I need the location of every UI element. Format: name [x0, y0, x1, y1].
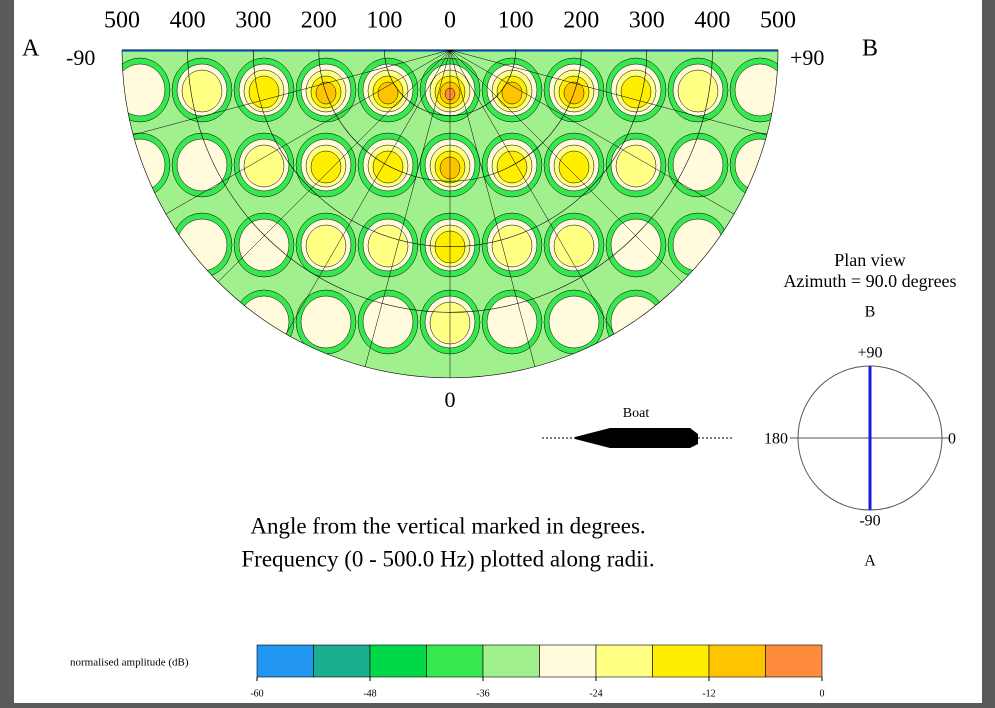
- contour-ring: [558, 150, 590, 184]
- frequency-tick-label: 400: [170, 8, 206, 34]
- caption: Angle from the vertical marked in degree…: [250, 513, 645, 538]
- contour-ring: [501, 81, 523, 105]
- contour-ring: [486, 295, 538, 349]
- contour-ring: [372, 150, 404, 184]
- angle-label: -90: [66, 45, 95, 70]
- frequency-tick-label: 200: [301, 8, 337, 34]
- contour-ring: [610, 218, 662, 272]
- colorbar-cell: [256, 644, 314, 678]
- frequency-tick-label: 300: [629, 8, 665, 34]
- frequency-tick-label: 500: [760, 8, 796, 34]
- plan-tick: 180: [764, 431, 788, 448]
- angle-line: [449, 49, 615, 335]
- plan-tick: 0: [948, 431, 956, 448]
- caption: Frequency (0 - 500.0 Hz) plotted along r…: [241, 546, 654, 571]
- colorbar-cell: [369, 644, 427, 678]
- colorbar-tick-label: -48: [363, 688, 376, 699]
- contour-ring: [122, 63, 166, 117]
- colorbar-label: normalised amplitude (dB): [70, 657, 189, 669]
- contour-ring: [677, 69, 719, 113]
- contour-ring: [496, 150, 528, 184]
- angle-line: [133, 49, 451, 136]
- contour-ring: [181, 69, 223, 113]
- colorbar-cell: [426, 644, 484, 678]
- contour-ring: [553, 224, 595, 268]
- colorbar: -60 -48 -36 -24 -12 0: [250, 644, 825, 699]
- colorbar-cell: [539, 644, 597, 678]
- plan-end: B: [865, 304, 876, 321]
- contour-ring: [305, 224, 347, 268]
- contour-ring: [243, 144, 285, 188]
- colorbar-tick-label: -24: [589, 688, 602, 699]
- angle-line: [449, 49, 767, 136]
- plan-tick: +90: [857, 345, 882, 362]
- colorbar-cell: [708, 644, 766, 678]
- contour-ring: [300, 295, 352, 349]
- plan-end: A: [864, 553, 876, 570]
- angle-line: [449, 49, 683, 283]
- angle-line: [364, 49, 451, 367]
- frequency-tick-label: 500: [104, 8, 140, 34]
- boat-label: Boat: [623, 406, 650, 421]
- angle-line: [285, 49, 451, 335]
- plot-grid: [121, 49, 779, 379]
- angle-line: [165, 49, 451, 215]
- contour-ring: [672, 138, 724, 192]
- contour-ring: [548, 295, 600, 349]
- plan-title: Plan view: [834, 250, 906, 270]
- frequency-tick-label: 0: [444, 8, 456, 34]
- angle-line: [449, 49, 536, 367]
- colorbar-cell: [652, 644, 710, 678]
- colorbar-tick-label: -12: [702, 688, 715, 699]
- colorbar-cell: [595, 644, 653, 678]
- contour-ring: [615, 144, 657, 188]
- contour-ring: [362, 295, 414, 349]
- boat: [575, 428, 698, 448]
- colorbar-cell: [765, 644, 823, 678]
- angle-label: 0: [445, 387, 456, 412]
- end-label: A: [22, 36, 40, 62]
- colorbar-cell: [482, 644, 540, 678]
- frequency-tick-label: 400: [694, 8, 730, 34]
- angle-line: [217, 49, 451, 283]
- contour-ring: [377, 81, 399, 105]
- frequency-tick-label: 100: [498, 8, 534, 34]
- colorbar-cell: [313, 644, 371, 678]
- contour-ring: [176, 138, 228, 192]
- plan-tick: -90: [859, 513, 880, 530]
- contour-ring: [491, 224, 533, 268]
- end-label: B: [862, 36, 878, 62]
- colorbar-tick-label: 0: [820, 688, 825, 699]
- angle-label: +90: [790, 45, 824, 70]
- contour-ring: [367, 224, 409, 268]
- colorbar-tick-label: -36: [476, 688, 489, 699]
- plan-azimuth: Azimuth = 90.0 degrees: [783, 271, 956, 291]
- colorbar-tick-label: -60: [250, 688, 263, 699]
- contour-ring: [238, 218, 290, 272]
- contour-ring: [620, 75, 652, 109]
- angle-line: [449, 49, 735, 215]
- contour-ring: [310, 150, 342, 184]
- contour-ring: [248, 75, 280, 109]
- frequency-tick-label: 200: [563, 8, 599, 34]
- contour-ring: [734, 63, 778, 117]
- frequency-tick-label: 300: [235, 8, 271, 34]
- frequency-tick-label: 100: [366, 8, 402, 34]
